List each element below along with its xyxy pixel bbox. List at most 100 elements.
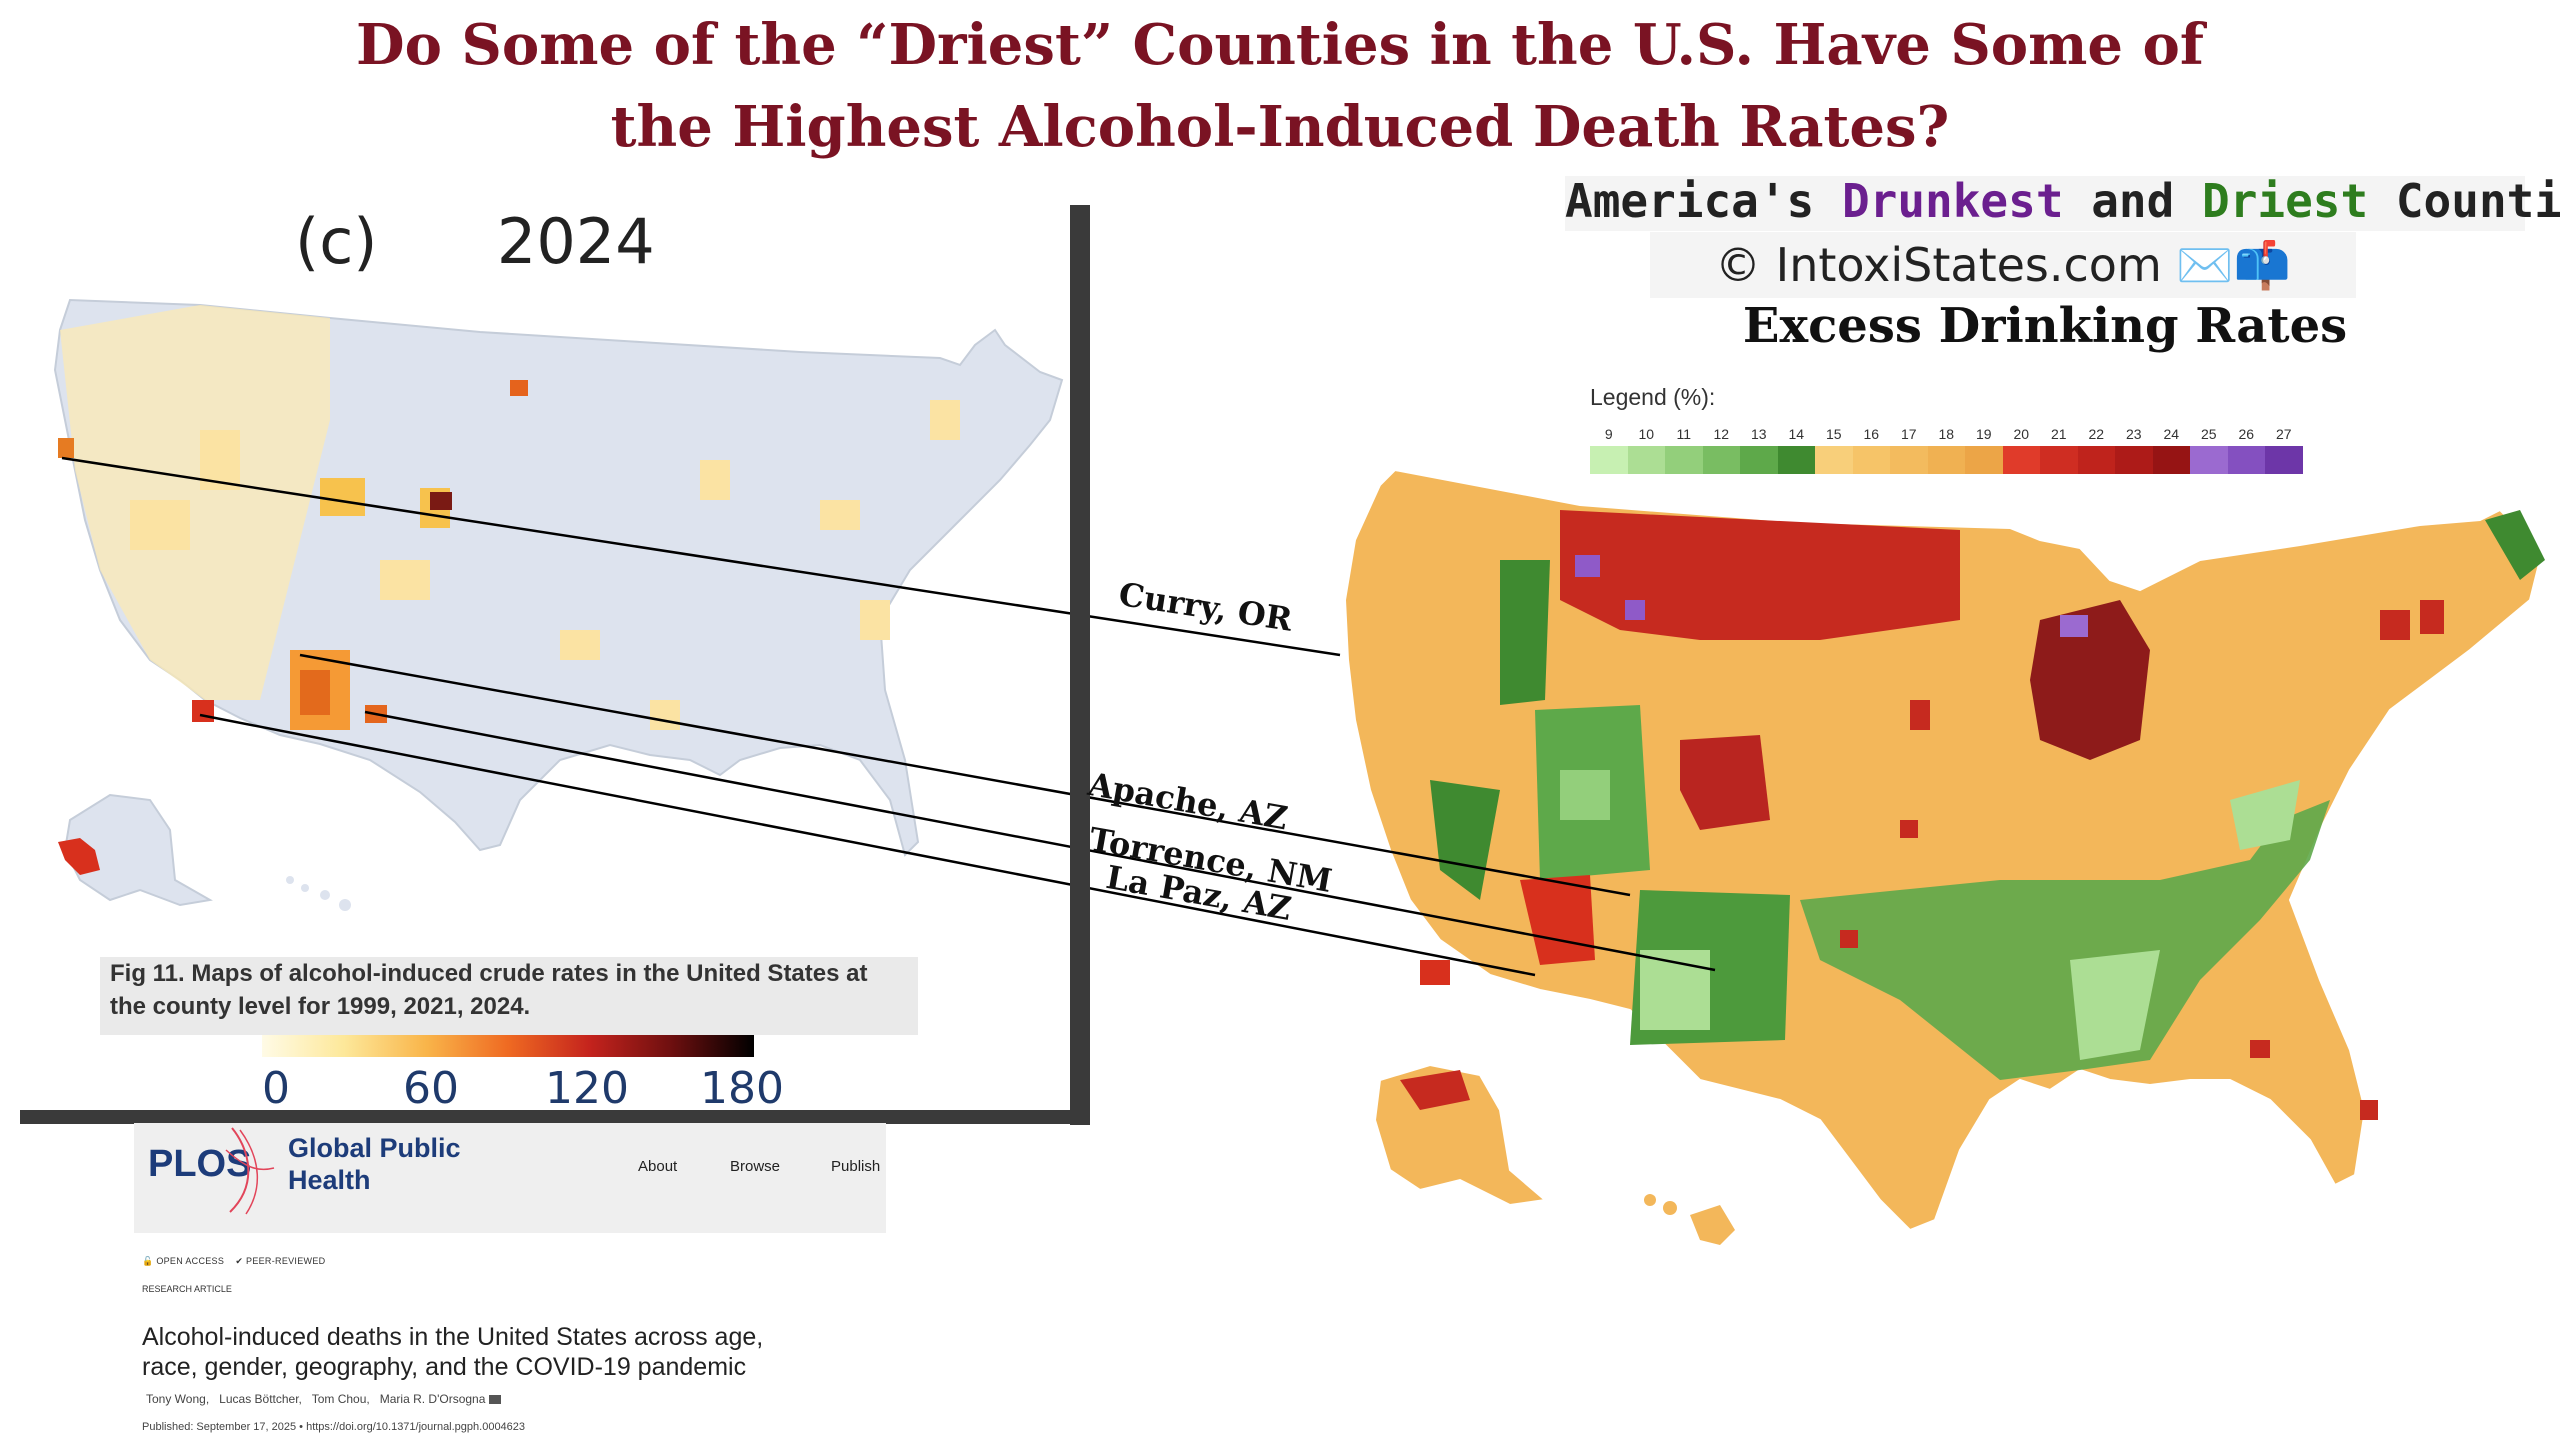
legend-value: 16 (1863, 426, 1880, 442)
legend-swatch (1740, 446, 1778, 474)
figure-caption-line-1: Fig 11. Maps of alcohol-induced crude ra… (110, 960, 868, 987)
article-title[interactable]: Alcohol-induced deaths in the United Sta… (142, 1322, 902, 1382)
legend-swatch (1702, 446, 1740, 474)
right-map-graphic (1343, 468, 2545, 1245)
brand-part-5: Counties (2395, 174, 2560, 228)
headline: Do Some of the “Driest” Counties in the … (0, 0, 2560, 168)
legend-value: 10 (1638, 426, 1655, 442)
left-map-west-tint (60, 305, 330, 700)
figure-caption: Fig 11. Maps of alcohol-induced crude ra… (110, 957, 910, 1023)
legend-swatch (2077, 446, 2115, 474)
legend-value: 15 (1825, 426, 1842, 442)
doi-link[interactable]: https://doi.org/10.1371/journal.pgph.000… (306, 1421, 526, 1433)
left-map-counties (58, 380, 960, 730)
nav-browse[interactable]: Browse (730, 1158, 781, 1175)
colorbar-tick-60: 60 (403, 1063, 459, 1114)
legend-swatch (2265, 446, 2303, 474)
legend-swatch (2227, 446, 2265, 474)
article-title-line-2: race, gender, geography, and the COVID-1… (142, 1353, 747, 1381)
author-link[interactable]: Maria R. D'Orsogna (379, 1392, 486, 1406)
legend-value: 19 (1975, 426, 1992, 442)
email-icon[interactable] (488, 1395, 501, 1405)
legend-value: 24 (2163, 426, 2180, 442)
legend-swatch (1627, 446, 1665, 474)
brand-part-1: America's (1565, 174, 1842, 228)
connector-la-paz-az (199, 713, 1536, 977)
figure-caption-line-2: the county level for 1999, 2021, 2024. (110, 993, 531, 1020)
brand-part-3: and (2063, 174, 2202, 228)
left-alaska-shape (63, 793, 213, 907)
map-title: Excess Drinking Rates (1742, 298, 2348, 354)
plos-logo[interactable]: PLOS (148, 1143, 252, 1185)
legend-value: 11 (1676, 426, 1692, 442)
colorbar-tick-180: 180 (700, 1063, 784, 1114)
colorbar (262, 1035, 754, 1057)
check-icon: ✔ (235, 1256, 244, 1266)
left-panel-divider (1070, 205, 1090, 1125)
legend-value: 9 (1604, 426, 1613, 442)
legend-value: 26 (2238, 426, 2255, 442)
copyright-bg (1650, 232, 2356, 298)
published-date: Published: September 17, 2025 • (142, 1421, 304, 1433)
brand-driest: Driest (2202, 174, 2369, 228)
figure-caption-box (100, 957, 918, 1035)
legend-title: Legend (%): (1590, 384, 1716, 410)
nav-about[interactable]: About (638, 1158, 678, 1175)
copyright-line: © IntoxiStates.com ✉️📫 (1715, 238, 2291, 292)
publication-info: Published: September 17, 2025 • https://… (142, 1421, 525, 1433)
legend-value: 14 (1788, 426, 1805, 442)
legend-swatch (1590, 446, 1628, 474)
legend-swatch (2040, 446, 2078, 474)
legend-value: 23 (2125, 426, 2142, 442)
panel-year: 2024 (496, 205, 655, 278)
legend-value: 22 (2088, 426, 2105, 442)
legend-swatch (1665, 446, 1703, 474)
author-link[interactable]: Tom Chou, (311, 1392, 370, 1406)
legend-value: 25 (2200, 426, 2217, 442)
left-panel-bottom-rule (20, 1110, 1090, 1124)
open-access-label: OPEN ACCESS (156, 1256, 225, 1266)
brand-drunkest: Drunkest (1841, 174, 2064, 228)
journal-name-line-2: Health (288, 1165, 371, 1195)
left-alaska-highlight (58, 838, 100, 875)
brand-title-bg (1565, 176, 2525, 231)
nav-publish[interactable]: Publish (831, 1158, 881, 1175)
connector-curry-or (61, 456, 1341, 657)
legend-swatch (1927, 446, 1965, 474)
legend-swatch (1777, 446, 1815, 474)
colorbar-tick-120: 120 (545, 1063, 629, 1114)
right-map-red-north (1560, 510, 1960, 640)
journal-name-line-1: Global Public (288, 1133, 461, 1163)
right-map-colorado-red (1680, 735, 1770, 830)
colorbar-tick-0: 0 (262, 1063, 290, 1114)
article-title-line-1: Alcohol-induced deaths in the United Sta… (142, 1323, 764, 1351)
legend-swatch (1815, 446, 1853, 474)
legend-swatch (2115, 446, 2153, 474)
legend-swatch (2152, 446, 2190, 474)
author-list: Tony Wong, Lucas Böttcher, Tom Chou, Mar… (146, 1392, 501, 1406)
legend-swatch (2190, 446, 2228, 474)
headline-line-1: Do Some of the “Driest” Counties in the … (356, 12, 2204, 78)
legend-value: 17 (1900, 426, 1917, 442)
peer-reviewed-label: PEER-REVIEWED (246, 1256, 326, 1266)
legend-value: 21 (2050, 426, 2067, 442)
connector-lines (61, 456, 1716, 977)
right-map-southeast-green (1800, 800, 2330, 1080)
panel-letter: (c) (295, 205, 378, 278)
plos-header-bar (134, 1123, 886, 1233)
legend-value: 12 (1713, 426, 1730, 442)
headline-line-2: the Highest Alcohol-Induced Death Rates? (610, 94, 1950, 160)
panel-label: (c) 2024 (295, 205, 655, 278)
legend-value: 18 (1938, 426, 1955, 442)
access-badges: 🔓 OPEN ACCESS ✔ PEER-REVIEWED (142, 1256, 325, 1267)
right-us-map-shape (1343, 468, 2542, 1232)
brand-title: America's Drunkest and Driest Counties (1565, 174, 2560, 228)
connector-apache-az (299, 653, 1631, 897)
legend-value: 27 (2275, 426, 2292, 442)
author-link[interactable]: Lucas Böttcher, (219, 1392, 302, 1406)
author-link[interactable]: Tony Wong, (146, 1392, 210, 1406)
right-map-wisconsin (2030, 600, 2150, 760)
legend-swatch (1965, 446, 2003, 474)
legend-swatch (1890, 446, 1928, 474)
